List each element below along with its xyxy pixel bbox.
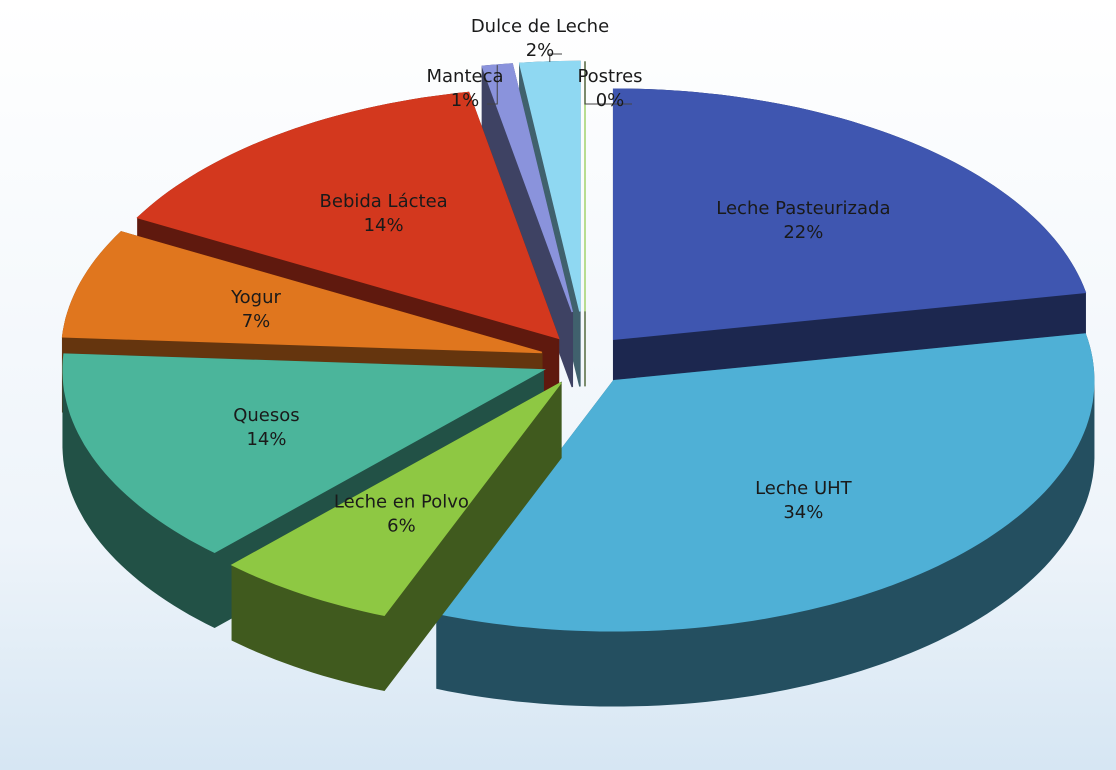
slice	[612, 88, 1087, 341]
category-label: Postres	[577, 66, 642, 87]
category-label: Leche UHT	[755, 478, 853, 499]
leader-line	[549, 53, 562, 62]
labels: Leche Pasteurizada 22% Leche UHT 34% Leche e…	[230, 16, 890, 537]
value-label: 34%	[783, 502, 823, 523]
leader-line	[584, 61, 632, 105]
pie	[61, 60, 1095, 707]
category-label: Manteca	[426, 66, 503, 87]
value-label: 7%	[242, 311, 271, 332]
slice	[230, 382, 562, 617]
category-label: Leche Pasteurizada	[716, 198, 890, 219]
category-label: Quesos	[233, 405, 299, 426]
category-label: Bebida Láctea	[320, 191, 448, 212]
slice	[62, 353, 546, 554]
slice	[136, 91, 560, 340]
value-label: 6%	[387, 516, 416, 537]
category-label: Dulce de Leche	[471, 16, 609, 37]
category-label: Leche en Polvo	[334, 492, 469, 513]
slice	[435, 333, 1095, 632]
slice	[61, 231, 543, 354]
slice	[518, 60, 581, 312]
category-label: Yogur	[230, 287, 281, 308]
value-label: 14%	[364, 215, 404, 236]
value-label: 1%	[451, 90, 480, 111]
value-label: 2%	[526, 40, 555, 61]
value-label: 14%	[246, 429, 286, 450]
value-label: 0%	[596, 90, 625, 111]
value-label: 22%	[783, 222, 823, 243]
leader-line	[487, 65, 498, 105]
